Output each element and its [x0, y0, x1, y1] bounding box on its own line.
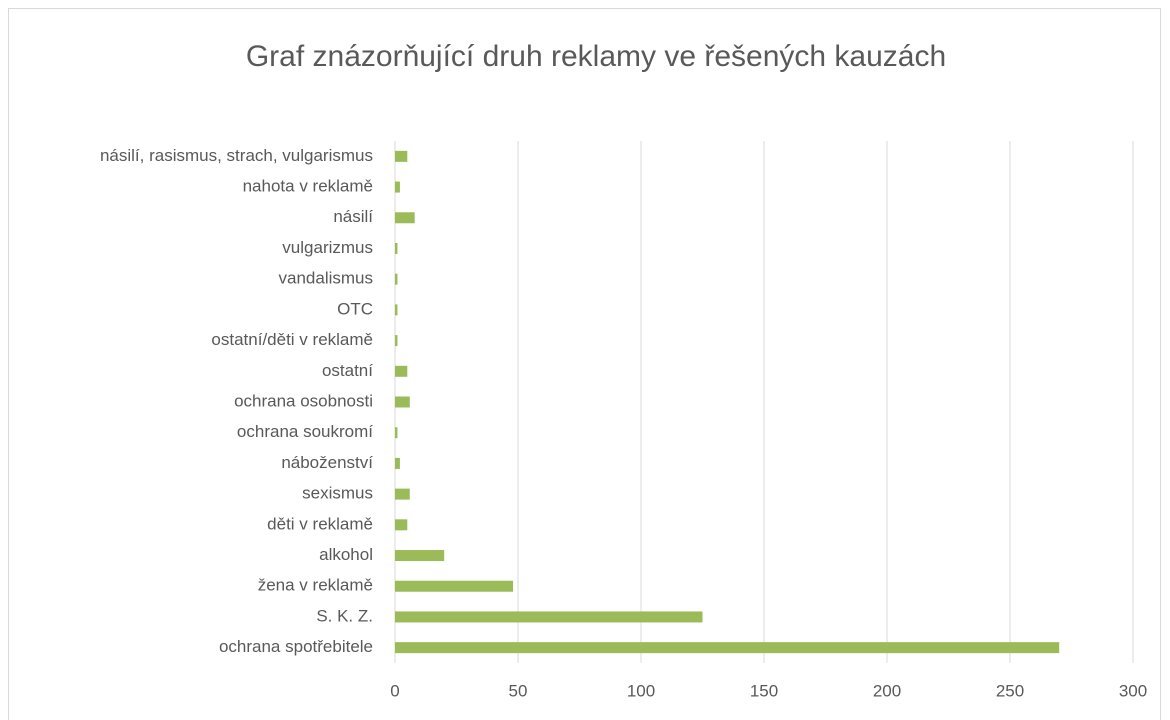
y-tick-label: OTC	[337, 299, 373, 318]
x-tick-label: 300	[1119, 681, 1147, 700]
bar	[395, 396, 410, 408]
y-tick-label: žena v reklamě	[258, 576, 373, 595]
chart-title: Graf znázorňující druh reklamy ve řešený…	[246, 40, 946, 73]
y-tick-label: ostatní/děti v reklamě	[211, 330, 373, 349]
x-tick-label: 250	[996, 681, 1024, 700]
y-tick-label: ochrana soukromí	[237, 422, 373, 441]
bar	[395, 273, 398, 285]
chart-frame	[8, 8, 1161, 720]
y-tick-label: alkohol	[319, 545, 373, 564]
bar	[395, 550, 445, 562]
y-tick-label: náboženství	[281, 453, 373, 472]
bar	[395, 642, 1060, 654]
bar	[395, 427, 398, 439]
bar	[395, 242, 398, 254]
y-tick-label: násilí	[333, 207, 373, 226]
x-tick-label: 0	[390, 681, 399, 700]
x-tick-label: 150	[750, 681, 778, 700]
bar	[395, 335, 398, 347]
x-tick-label: 50	[509, 681, 528, 700]
bar	[395, 580, 514, 592]
bar	[395, 519, 408, 531]
bar	[395, 212, 415, 224]
y-tick-label: násilí, rasismus, strach, vulgarismus	[100, 146, 373, 165]
bar	[395, 181, 400, 193]
bar	[395, 488, 410, 500]
y-tick-label: S. K. Z.	[316, 606, 373, 625]
y-tick-label: sexismus	[302, 484, 373, 503]
bar	[395, 457, 400, 469]
y-tick-label: nahota v reklamě	[243, 177, 373, 196]
bar	[395, 365, 408, 377]
y-tick-label: vulgarizmus	[282, 238, 373, 257]
x-tick-label: 200	[873, 681, 901, 700]
y-tick-label: ochrana osobnosti	[234, 391, 373, 410]
y-tick-label: děti v reklamě	[267, 514, 373, 533]
y-tick-label: vandalismus	[279, 269, 374, 288]
y-tick-label: ochrana spotřebitele	[219, 637, 373, 656]
x-tick-label: 100	[627, 681, 655, 700]
bar	[395, 611, 703, 623]
bar	[395, 304, 398, 316]
y-tick-label: ostatní	[322, 361, 373, 380]
bar	[395, 150, 408, 162]
